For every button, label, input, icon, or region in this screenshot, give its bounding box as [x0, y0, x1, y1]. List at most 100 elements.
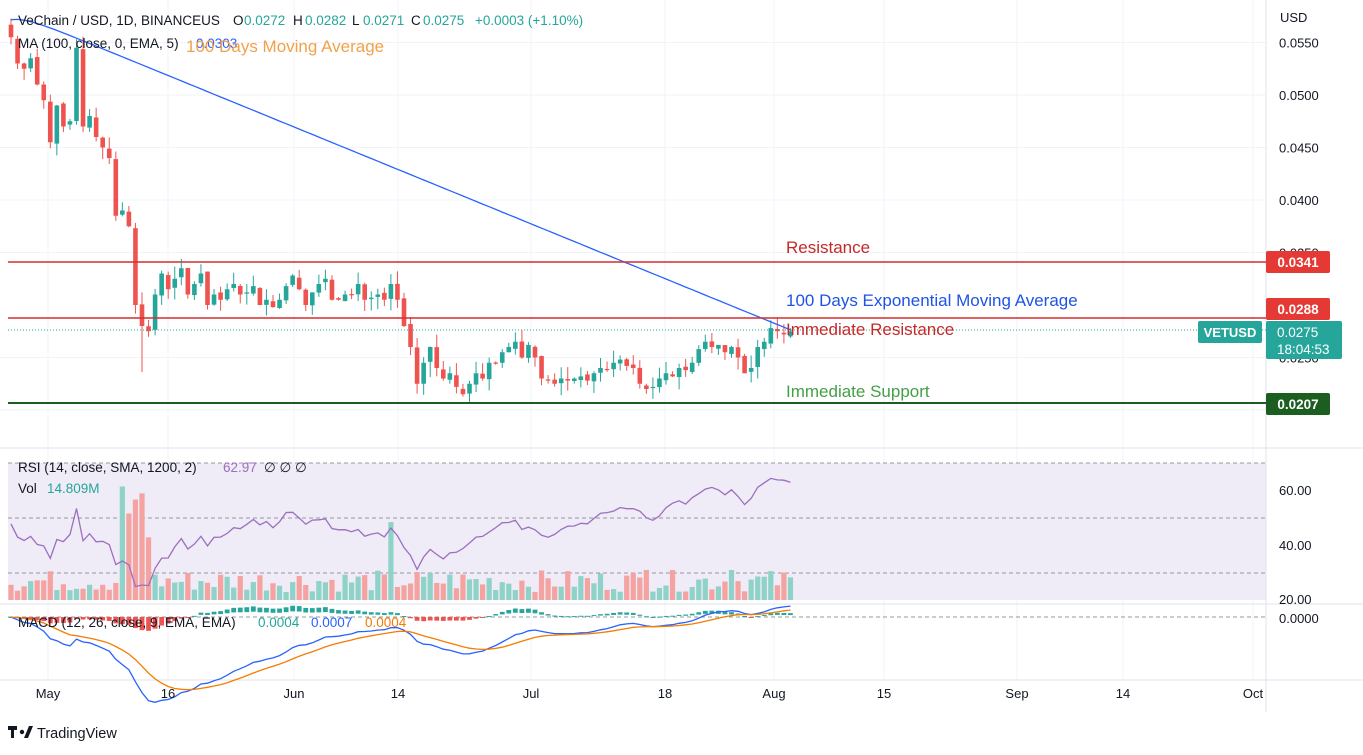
macd-indicator-label[interactable]: MACD (12, 26, close, 9, EMA, EMA): [18, 615, 236, 630]
candle[interactable]: [526, 342, 531, 363]
candle[interactable]: [93, 107, 99, 142]
candle[interactable]: [493, 361, 498, 365]
candle[interactable]: [15, 35, 20, 70]
candle[interactable]: [139, 292, 145, 373]
candle[interactable]: [434, 334, 440, 377]
candle[interactable]: [21, 62, 27, 80]
candle[interactable]: [8, 18, 14, 45]
candle[interactable]: [578, 367, 584, 388]
candle[interactable]: [165, 271, 171, 299]
candle[interactable]: [408, 317, 413, 356]
candle[interactable]: [585, 370, 590, 386]
candle[interactable]: [192, 281, 197, 301]
candle[interactable]: [558, 367, 564, 396]
volume-label[interactable]: Vol: [18, 481, 37, 496]
candle[interactable]: [270, 295, 276, 308]
candle[interactable]: [205, 271, 210, 310]
candle[interactable]: [427, 346, 433, 377]
candle[interactable]: [329, 275, 335, 301]
candle[interactable]: [342, 290, 348, 302]
candle[interactable]: [218, 286, 223, 311]
candle[interactable]: [637, 360, 643, 389]
candle[interactable]: [355, 272, 361, 301]
candle[interactable]: [755, 339, 760, 379]
candle[interactable]: [237, 284, 243, 304]
candle[interactable]: [61, 102, 66, 133]
candle[interactable]: [467, 380, 472, 403]
candle[interactable]: [185, 267, 191, 299]
candle[interactable]: [41, 81, 47, 109]
candle[interactable]: [290, 273, 295, 287]
candle[interactable]: [388, 274, 394, 311]
candle[interactable]: [336, 297, 341, 301]
candle[interactable]: [401, 292, 407, 327]
candle[interactable]: [224, 283, 230, 301]
candle[interactable]: [532, 345, 538, 367]
candle[interactable]: [630, 355, 636, 375]
candle[interactable]: [604, 361, 610, 372]
candle[interactable]: [264, 289, 269, 316]
candle[interactable]: [323, 269, 328, 291]
candle[interactable]: [296, 269, 302, 291]
candle[interactable]: [552, 373, 557, 387]
candle[interactable]: [598, 358, 603, 382]
candle[interactable]: [506, 342, 512, 353]
candle[interactable]: [761, 337, 767, 357]
candle[interactable]: [421, 357, 426, 395]
candle[interactable]: [414, 337, 420, 394]
candle[interactable]: [441, 360, 446, 381]
tradingview-logo-icon[interactable]: [8, 726, 33, 738]
candle[interactable]: [251, 275, 256, 296]
candle[interactable]: [198, 264, 204, 287]
candle[interactable]: [748, 355, 754, 383]
candle[interactable]: [87, 109, 92, 132]
candle[interactable]: [447, 366, 453, 384]
candlesticks[interactable]: [8, 18, 793, 403]
candle[interactable]: [54, 104, 60, 156]
candle[interactable]: [349, 288, 354, 300]
candle[interactable]: [775, 316, 780, 339]
candle[interactable]: [368, 291, 374, 311]
ma-indicator-label[interactable]: MA (100, close, 0, EMA, 5): [18, 36, 179, 51]
candle[interactable]: [683, 358, 688, 377]
candle[interactable]: [499, 349, 505, 368]
candle[interactable]: [152, 288, 158, 336]
candle[interactable]: [257, 287, 263, 306]
candle[interactable]: [696, 345, 702, 366]
candle[interactable]: [624, 357, 629, 371]
candle[interactable]: [231, 272, 236, 292]
candle[interactable]: [729, 345, 734, 358]
candle[interactable]: [591, 371, 597, 393]
candle[interactable]: [310, 292, 315, 315]
candle[interactable]: [362, 282, 367, 312]
rsi-indicator-label[interactable]: RSI (14, close, SMA, 1200, 2): [18, 460, 197, 475]
candle[interactable]: [689, 356, 695, 374]
candle[interactable]: [735, 338, 741, 370]
candle[interactable]: [113, 151, 119, 221]
candle[interactable]: [611, 350, 616, 377]
candle[interactable]: [703, 334, 708, 352]
candle[interactable]: [676, 363, 682, 390]
candle[interactable]: [716, 344, 721, 355]
candle[interactable]: [159, 270, 164, 305]
candle[interactable]: [742, 353, 747, 374]
candle[interactable]: [722, 345, 728, 361]
candle[interactable]: [657, 367, 662, 393]
candle[interactable]: [454, 363, 459, 394]
candle[interactable]: [545, 375, 551, 384]
candle[interactable]: [519, 330, 525, 359]
candle[interactable]: [460, 383, 466, 397]
candle[interactable]: [74, 39, 79, 125]
candle[interactable]: [34, 48, 40, 86]
candle[interactable]: [663, 362, 669, 385]
brand-name[interactable]: TradingView: [37, 726, 117, 742]
candle[interactable]: [650, 377, 656, 399]
candle[interactable]: [395, 271, 400, 308]
candle[interactable]: [80, 36, 86, 133]
candle[interactable]: [480, 363, 485, 381]
candle[interactable]: [709, 333, 715, 354]
candle[interactable]: [670, 371, 675, 378]
candle[interactable]: [120, 202, 125, 217]
candle[interactable]: [513, 332, 518, 355]
